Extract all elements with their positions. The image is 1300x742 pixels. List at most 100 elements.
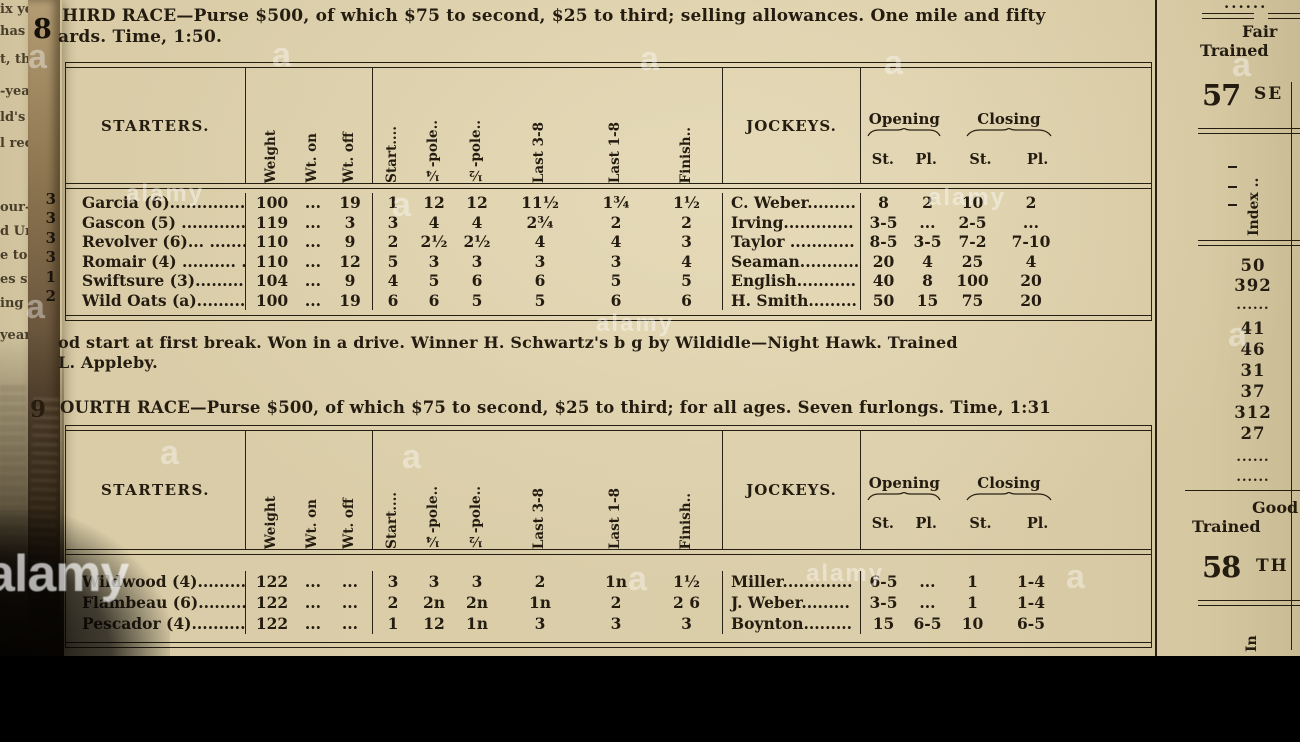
col-header-starters: STARTERS. [66,68,246,183]
half-pole-pos: 12 [466,193,488,212]
quarter-pole-pos: 5 [428,271,440,290]
start-pos: 2 [387,232,399,251]
table-bottom-rule [66,642,1151,648]
table-row: Garcia (6)............... 100... 19 1 12 12 11… [66,193,1151,213]
last-38-pos: 6 [534,271,546,290]
start-pos: 5 [387,251,399,271]
index-number: 1 [45,268,56,286]
index-number: 392 [1234,276,1272,295]
wt-on: ... [304,593,322,612]
table-header: STARTERS. Weight Wt. on Wt. off Start...… [66,68,1151,183]
sidebar-trained-text: Trained [1192,517,1261,536]
start-pos: 1 [387,614,399,633]
header-filler [1066,68,1147,183]
last-38-pos: 3 [534,251,546,271]
col-header-quarter-pole: ¼-pole.. [425,485,442,549]
last-38-pos: 5 [534,290,546,310]
paper-background [0,0,1300,656]
half-pole-pos: 3 [471,251,483,271]
half-pole-pos: 2½ [463,232,491,251]
table-body: Garcia (6)............... 100... 19 1 12 12 11… [66,189,1151,315]
opening-st: 3-5 [869,593,898,612]
start-pos: 2 [387,593,399,612]
page-fragment: d Un [0,224,35,239]
half-pole-pos: 6 [471,271,483,290]
index-column-label: In [1244,635,1260,652]
page-fragment: has t [0,24,36,39]
race-58-label: TH [1256,556,1289,576]
start-pos: 6 [387,290,399,310]
opening-pl: 15 [916,290,939,310]
half-pole-pos: 3 [471,572,483,591]
weight: 104 [255,271,289,290]
opening-pl: ... [919,212,936,232]
opening-pl-label: Pl. [915,515,937,532]
race-57-number: 57 [1202,78,1241,112]
index-column-label: Index .. [1246,177,1262,236]
sidebar-fair-text: Fair [1242,22,1278,41]
wt-on: ... [304,271,322,290]
closing-st: 1 [967,572,978,591]
wt-off: ... [328,592,373,613]
header-filler [1066,431,1147,549]
sidebar-rule [1198,600,1300,606]
wt-on: ... [304,212,322,232]
col-header-quarter-pole: ¼-pole.. [425,119,442,183]
col-header-half-pole: ½-pole.. [468,485,485,549]
quarter-pole-pos: 2½ [420,232,448,251]
sidebar-rule [1202,13,1254,19]
jockey-name: Seaman........... [723,251,861,271]
opening-st: 6-5 [869,572,898,591]
closing-st: 2-5 [958,212,987,232]
row-filler [1066,571,1147,592]
quarter-pole-pos: 3 [428,251,440,271]
weight: 110 [255,232,289,251]
index-tick [1228,186,1237,189]
weight: 110 [255,251,289,271]
last-18-pos: 2 [610,212,622,232]
last-18-pos: 3 [610,614,622,633]
table-body: Wildwood (4)...........122......33321n1½… [66,555,1151,642]
closing-st: 75 [961,290,984,310]
start-pos: 4 [387,271,399,290]
page-fragment: e to b [0,248,42,263]
opening-pl: 4 [922,251,933,271]
starter-name: Wild Oats (a)............ [66,290,246,310]
table-row: Revolver (6)... ......... 110... 9 2 2½ 2½ 4 4 3… [66,232,1151,252]
index-number: 46 [1240,340,1266,359]
column-divider-rule [1155,0,1158,656]
page-shadow [0,510,170,656]
opening-pl: 2 [922,193,933,212]
page-fragment: ing t [0,296,35,311]
opening-st: 15 [872,614,895,633]
row-filler [1066,613,1147,634]
brace-icon [867,492,941,501]
quarter-pole-pos: 6 [428,290,440,310]
col-header-last-18: Last 1-8 [607,121,624,183]
table-row: Romair (4) .......... ..... 110... 12 5 3 3 3 3… [66,251,1151,271]
quarter-pole-pos: 3 [428,572,440,591]
index-number: 3 [45,248,56,266]
finish-pos: 5 [651,271,723,291]
row-filler [1066,213,1147,233]
start-pos: 1 [387,193,399,212]
wt-on: ... [304,290,322,310]
closing-st: 100 [956,271,989,290]
index-number: 3 [45,209,56,227]
last-18-pos: 6 [610,290,622,310]
opening-st-label: St. [871,150,894,168]
index-tick [1228,166,1237,169]
index-dots: ...... [1236,450,1270,465]
jockey-name: J. Weber......... [723,592,861,613]
race3-note-line1: od start at first break. Won in a drive.… [58,333,958,352]
race-58-number: 58 [1202,550,1241,584]
row-filler [1066,291,1147,311]
index-number: 3 [45,229,56,247]
col-header-weight: Weight [263,129,280,183]
last-18-pos: 4 [610,232,622,251]
weight: 122 [255,593,289,612]
opening-label: Opening [868,474,940,492]
opening-st: 3-5 [869,212,898,232]
closing-st: 25 [961,251,984,271]
last-38-pos: 1n [528,593,552,612]
